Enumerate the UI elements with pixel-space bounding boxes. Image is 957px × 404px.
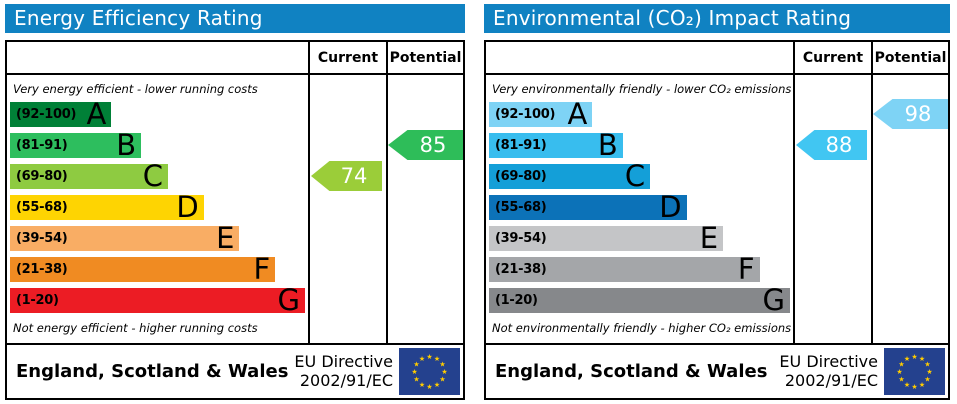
band-f: (21-38) F bbox=[489, 252, 760, 286]
band-a: (92-100) A bbox=[10, 97, 112, 131]
band-g: (1-20) G bbox=[10, 283, 306, 317]
current-column: 74 bbox=[308, 75, 386, 343]
band-letter: B bbox=[116, 128, 137, 162]
band-f: (21-38) F bbox=[10, 252, 276, 286]
eu-directive-line1: EU Directive bbox=[294, 351, 393, 371]
potential-column: 98 bbox=[871, 75, 948, 343]
svg-text:★: ★ bbox=[439, 376, 445, 384]
band-range: (92-100) bbox=[495, 107, 556, 122]
band-c: (69-80) C bbox=[10, 159, 168, 193]
svg-text:★: ★ bbox=[419, 355, 425, 363]
band-range: (92-100) bbox=[16, 107, 77, 122]
band-range: (55-68) bbox=[495, 200, 547, 215]
band-range: (81-91) bbox=[16, 138, 68, 153]
bottom-note: Not environmentally friendly - higher CO… bbox=[492, 321, 792, 335]
current-column-header: Current bbox=[793, 42, 871, 75]
environmental-panel-title: Environmental (CO₂) Impact Rating bbox=[484, 4, 950, 33]
band-b: (81-91) B bbox=[489, 128, 623, 162]
bottom-note: Not energy efficient - higher running co… bbox=[13, 321, 258, 335]
band-range: (21-38) bbox=[495, 262, 547, 277]
band-g: (1-20) G bbox=[489, 283, 790, 317]
band-e: (39-54) E bbox=[489, 221, 724, 255]
eu-directive-line1: EU Directive bbox=[779, 351, 878, 371]
band-letter: E bbox=[216, 221, 235, 255]
svg-text:★: ★ bbox=[426, 353, 432, 361]
svg-text:★: ★ bbox=[434, 381, 440, 389]
svg-text:★: ★ bbox=[413, 376, 419, 384]
band-b: (81-91) B bbox=[10, 128, 142, 162]
potential-column-header: Potential bbox=[871, 42, 948, 75]
band-letter: C bbox=[142, 159, 163, 193]
band-letter: F bbox=[253, 252, 271, 286]
band-e: (39-54) E bbox=[10, 221, 240, 255]
band-letter: G bbox=[762, 283, 785, 317]
band-letter: F bbox=[737, 252, 755, 286]
svg-text:★: ★ bbox=[439, 361, 445, 369]
svg-text:★: ★ bbox=[413, 361, 419, 369]
potential-rating-value: 85 bbox=[419, 133, 447, 157]
energy-panel-title: Energy Efficiency Rating bbox=[5, 4, 465, 33]
environmental-impact-panel: Environmental (CO₂) Impact Rating Curren… bbox=[484, 4, 950, 400]
band-d: (55-68) D bbox=[489, 190, 687, 224]
eu-directive-line2: 2002/91/EC bbox=[299, 370, 393, 390]
band-letter: C bbox=[624, 159, 646, 193]
band-d: (55-68) D bbox=[10, 190, 204, 224]
band-c: (69-80) C bbox=[489, 159, 651, 193]
band-range: (55-68) bbox=[16, 200, 68, 215]
band-letter: A bbox=[567, 97, 588, 131]
band-letter: D bbox=[659, 190, 682, 224]
energy-rating-table: Current Potential Very energy efficient … bbox=[5, 40, 465, 345]
band-range: (39-54) bbox=[16, 231, 68, 246]
svg-text:★: ★ bbox=[434, 355, 440, 363]
current-column: 88 bbox=[793, 75, 871, 343]
empty-header-cell bbox=[486, 42, 793, 75]
panel-footer: England, Scotland & Wales EU Directive 2… bbox=[5, 345, 465, 400]
top-note: Very energy efficient - lower running co… bbox=[13, 82, 258, 96]
potential-rating-arrow: 85 bbox=[388, 130, 463, 160]
environmental-band-area: Very environmentally friendly - lower CO… bbox=[486, 75, 793, 343]
band-range: (21-38) bbox=[16, 262, 68, 277]
current-rating-arrow: 74 bbox=[311, 161, 382, 191]
band-range: (69-80) bbox=[495, 169, 547, 184]
energy-efficiency-panel: Energy Efficiency Rating Current Potenti… bbox=[5, 4, 465, 400]
svg-text:★: ★ bbox=[419, 381, 425, 389]
band-letter: A bbox=[86, 97, 107, 131]
eu-directive-label: EU Directive 2002/91/EC bbox=[294, 351, 393, 391]
region-label: England, Scotland & Wales bbox=[16, 361, 289, 382]
band-range: (1-20) bbox=[16, 293, 59, 308]
eu-flag-icon: ★ ★ ★ ★ ★ ★ ★ ★ ★ ★ ★ ★ bbox=[399, 348, 460, 395]
svg-text:★: ★ bbox=[426, 383, 432, 391]
svg-text:★: ★ bbox=[411, 368, 417, 376]
potential-rating-arrow: 98 bbox=[873, 99, 948, 129]
svg-text:★: ★ bbox=[441, 368, 447, 376]
current-rating-value: 88 bbox=[825, 133, 853, 157]
band-letter: E bbox=[699, 221, 719, 255]
band-letter: D bbox=[176, 190, 199, 224]
eu-directive-label: EU Directive 2002/91/EC bbox=[779, 351, 878, 391]
potential-column-header: Potential bbox=[386, 42, 463, 75]
band-a: (92-100) A bbox=[489, 97, 593, 131]
region-label: England, Scotland & Wales bbox=[495, 361, 768, 382]
band-letter: B bbox=[597, 128, 618, 162]
band-range: (81-91) bbox=[495, 138, 547, 153]
eu-directive-line2: 2002/91/EC bbox=[784, 370, 878, 390]
band-range: (39-54) bbox=[495, 231, 547, 246]
energy-band-area: Very energy efficient - lower running co… bbox=[7, 75, 308, 343]
band-range: (1-20) bbox=[495, 293, 538, 308]
empty-header-cell bbox=[7, 42, 308, 75]
current-rating-value: 74 bbox=[340, 164, 368, 188]
panel-footer: England, Scotland & Wales EU Directive 2… bbox=[484, 345, 950, 400]
potential-rating-value: 98 bbox=[904, 102, 932, 126]
band-letter: G bbox=[277, 283, 301, 317]
potential-column: 85 bbox=[386, 75, 463, 343]
environmental-rating-table: Current Potential Very environmentally f… bbox=[484, 40, 950, 345]
band-range: (69-80) bbox=[16, 169, 68, 184]
top-note: Very environmentally friendly - lower CO… bbox=[492, 82, 792, 96]
current-column-header: Current bbox=[308, 42, 386, 75]
current-rating-arrow: 88 bbox=[796, 130, 867, 160]
eu-flag-icon bbox=[884, 348, 945, 395]
